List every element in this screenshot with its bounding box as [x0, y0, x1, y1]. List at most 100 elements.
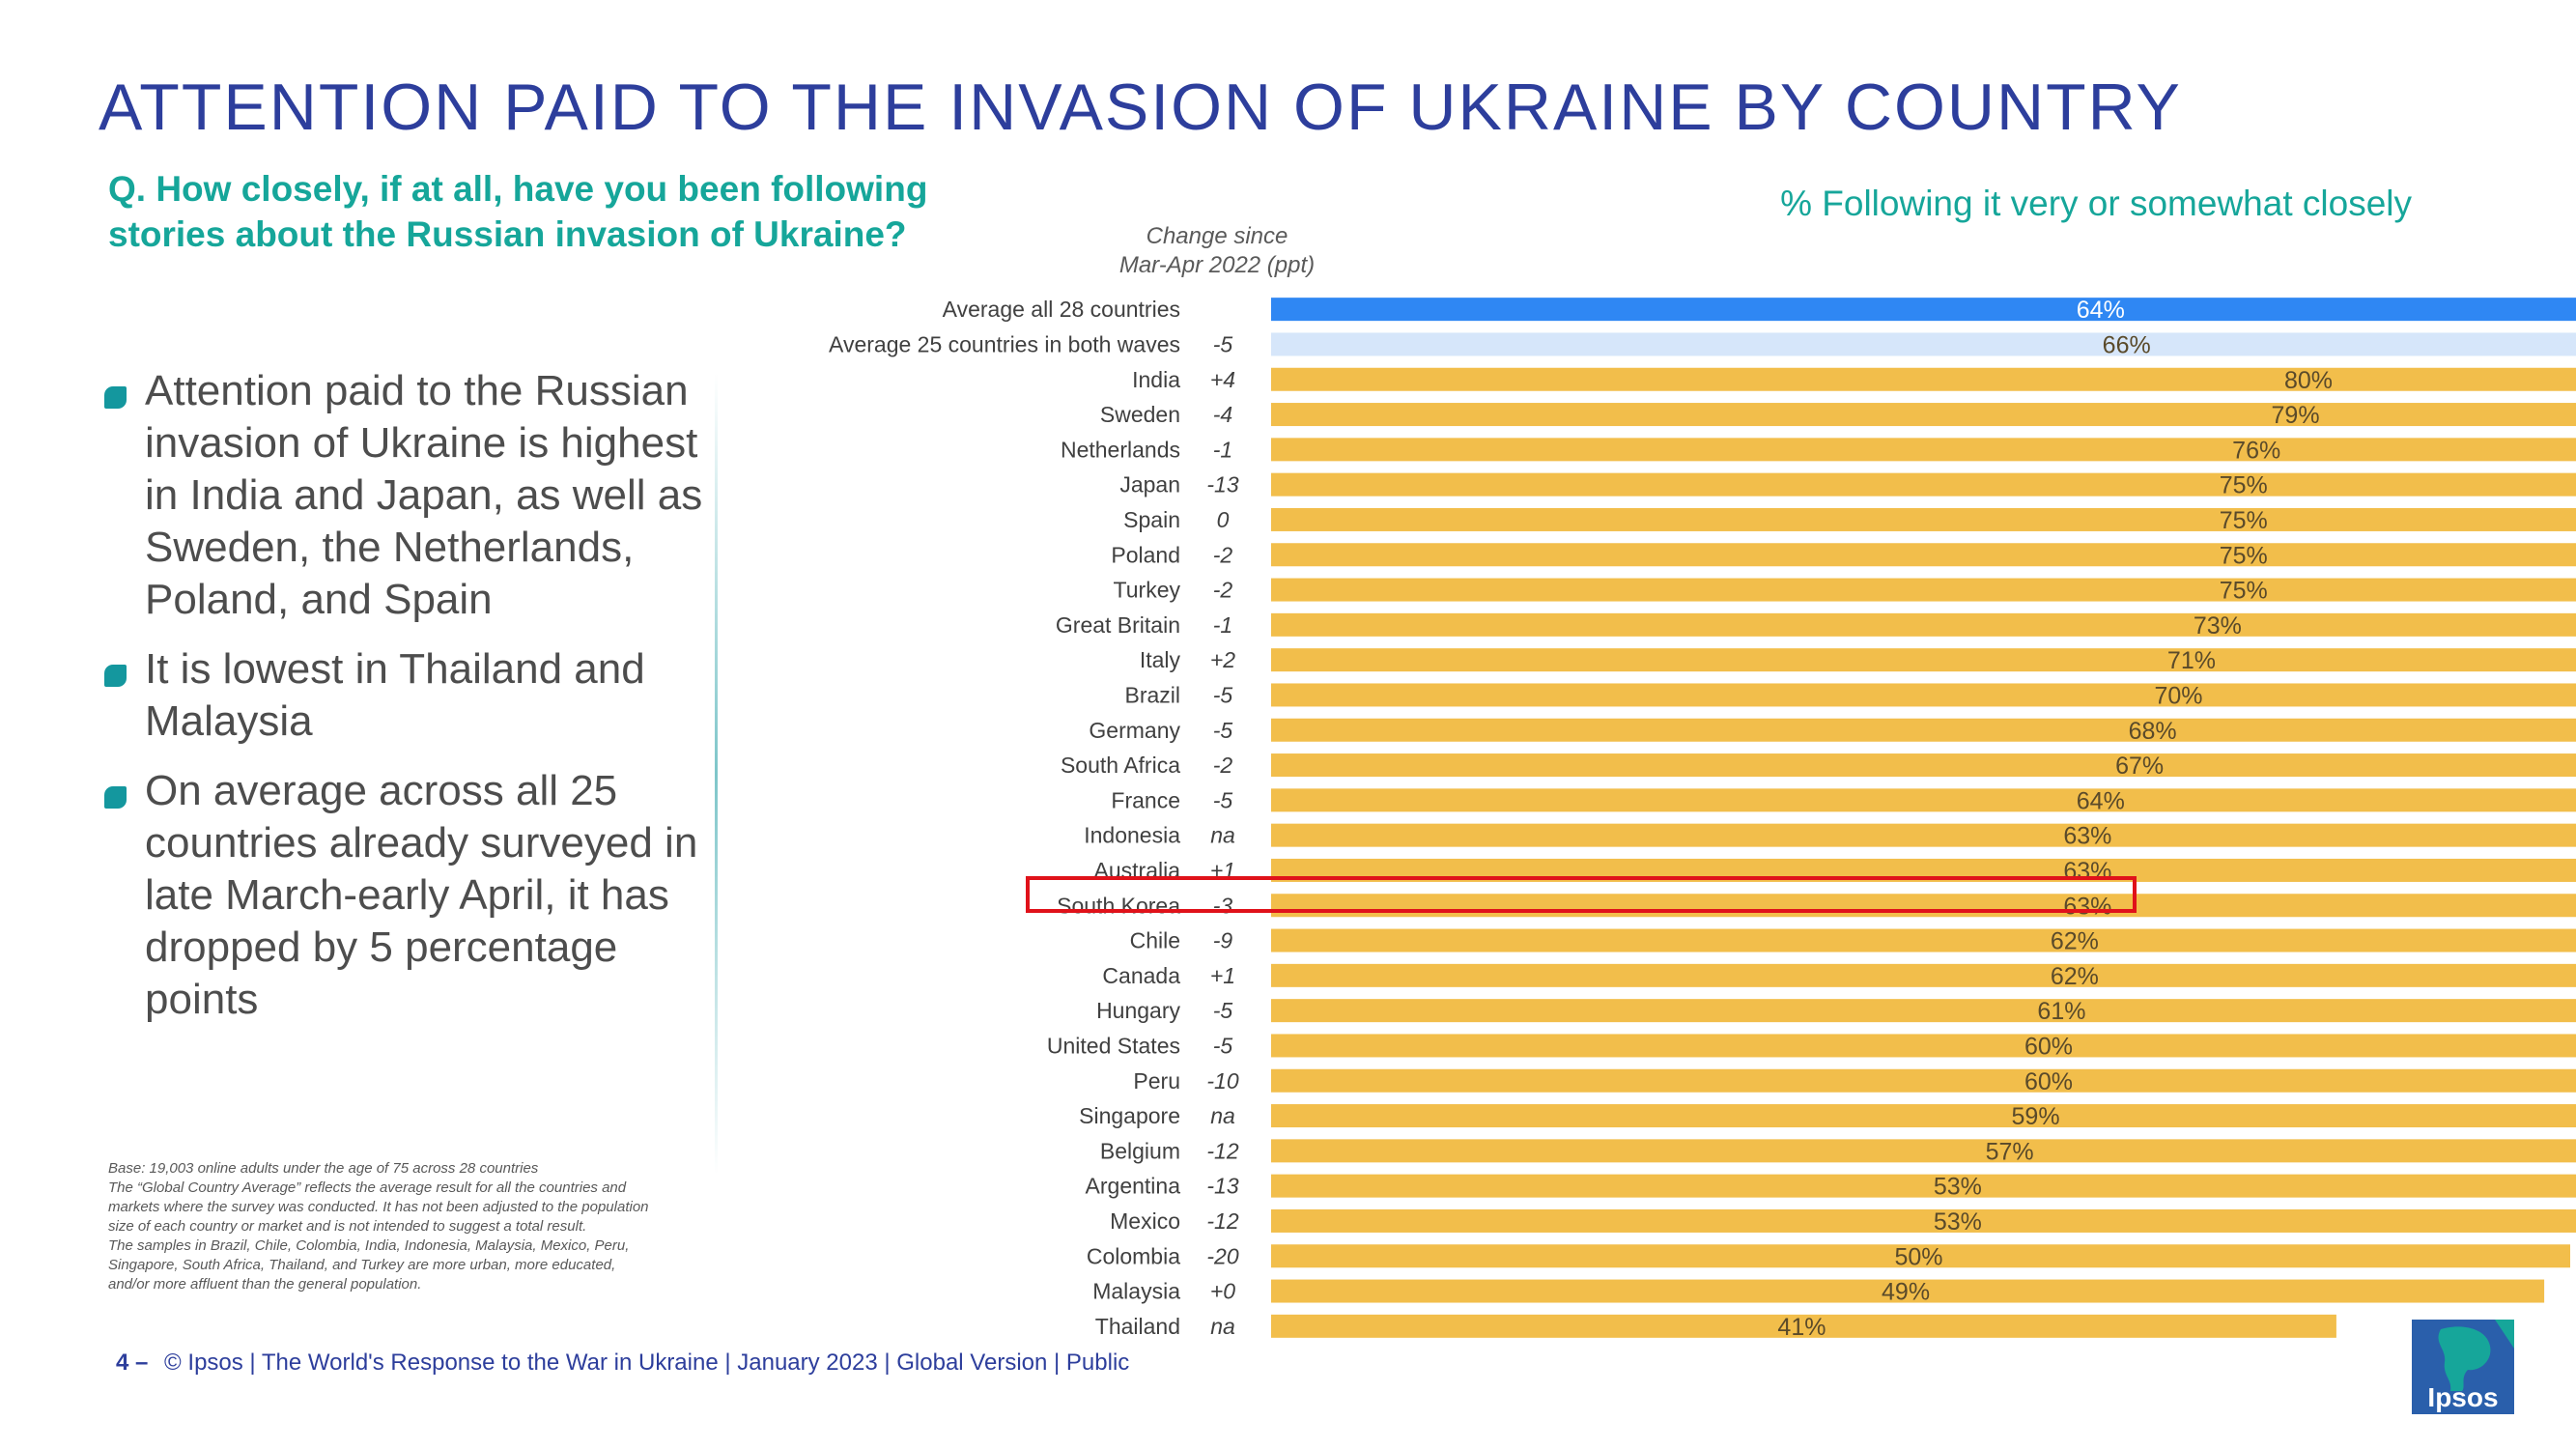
category-label: Argentina [1086, 1174, 1181, 1199]
category-label: Italy [1140, 647, 1181, 672]
value-label: 62% [2051, 963, 2099, 990]
category-label: Malaysia [1092, 1279, 1180, 1304]
value-label: 53% [1934, 1208, 1982, 1236]
base-note: Base: 19,003 online adults under the age… [108, 1159, 649, 1294]
metric-label: % Following it very or somewhat closely [1780, 184, 2412, 223]
category-label: South Korea [1057, 893, 1180, 918]
change-value: -13 [1206, 1174, 1238, 1199]
value-label: 76% [2232, 437, 2280, 464]
bar [1271, 403, 2576, 427]
footer: 4 – © Ipsos | The World's Response to th… [116, 1350, 1129, 1377]
change-value: +4 [1210, 367, 1235, 392]
change-value: -9 [1213, 928, 1233, 953]
bar [1271, 1139, 2576, 1163]
change-value: -13 [1206, 472, 1238, 497]
value-label: 75% [2220, 542, 2268, 569]
bar [1271, 1208, 2576, 1233]
value-label: 73% [2194, 612, 2242, 639]
bar [1271, 1279, 2545, 1303]
bar [1271, 963, 2576, 987]
category-label: South Africa [1061, 753, 1180, 778]
change-header-line1: Change since [1146, 223, 1288, 249]
change-value: na [1210, 823, 1235, 848]
bar [1271, 578, 2576, 602]
category-label: Netherlands [1061, 437, 1180, 462]
divider-line [715, 373, 718, 1175]
change-value: -5 [1213, 718, 1233, 743]
category-label: United States [1047, 1033, 1180, 1058]
category-label: Brazil [1124, 682, 1180, 707]
change-value: -5 [1213, 331, 1233, 356]
finding-item: Attention paid to the Russian invasion o… [104, 365, 722, 626]
value-label: 80% [2284, 367, 2333, 394]
bar [1271, 1174, 2576, 1198]
category-label: Mexico [1110, 1208, 1180, 1234]
value-label: 57% [1986, 1138, 2034, 1165]
bar [1271, 823, 2576, 847]
category-label: Hungary [1096, 998, 1180, 1023]
bar [1271, 332, 2576, 356]
category-label: India [1132, 367, 1180, 392]
bar [1271, 1244, 2570, 1268]
change-value: na [1210, 1103, 1235, 1128]
value-label: 50% [1894, 1243, 1942, 1270]
change-value: +0 [1210, 1279, 1235, 1304]
bar [1271, 1314, 2336, 1338]
category-label: Indonesia [1084, 823, 1180, 848]
bar [1271, 1104, 2576, 1128]
category-label: Poland [1111, 542, 1180, 567]
finding-item: It is lowest in Thailand and Malaysia [104, 643, 722, 748]
bar [1271, 1034, 2576, 1058]
change-value: +1 [1210, 963, 1235, 988]
change-value: -5 [1213, 1033, 1233, 1058]
bar [1271, 1068, 2576, 1093]
category-label: Turkey [1114, 578, 1181, 603]
category-label: Chile [1130, 928, 1180, 953]
change-value: na [1210, 1314, 1235, 1339]
bar [1271, 753, 2576, 778]
bar [1271, 894, 2576, 918]
bullet-icon [104, 665, 127, 687]
value-label: 64% [2077, 787, 2125, 814]
bar [1271, 999, 2576, 1023]
change-value: -2 [1213, 753, 1233, 778]
survey-question: Q. How closely, if at all, have you been… [108, 169, 928, 254]
change-value: -20 [1206, 1243, 1238, 1268]
change-value: 0 [1217, 507, 1230, 532]
change-value: -12 [1206, 1208, 1238, 1234]
key-findings-list: Attention paid to the Russian invasion o… [104, 365, 722, 1043]
category-label: Thailand [1095, 1314, 1180, 1339]
change-value: -5 [1213, 787, 1233, 812]
category-label: France [1111, 787, 1180, 812]
bar [1271, 718, 2576, 742]
page-number: 4 – [116, 1350, 149, 1376]
ipsos-logo: Ipsos [2412, 1320, 2514, 1414]
highlight-box-south-korea [1026, 876, 2137, 913]
change-value: -5 [1213, 682, 1233, 707]
bar [1271, 438, 2576, 462]
change-value: -10 [1206, 1068, 1238, 1094]
value-label: 70% [2154, 682, 2202, 709]
finding-text: On average across all 25 countries alrea… [145, 767, 698, 1023]
category-label: Colombia [1087, 1243, 1180, 1268]
change-value: -5 [1213, 998, 1233, 1023]
bar [1271, 543, 2576, 567]
change-value: -2 [1213, 578, 1233, 603]
value-label: 63% [2063, 858, 2111, 885]
logo-text: Ipsos [2427, 1382, 2498, 1412]
base-note-line: Base: 19,003 online adults under the age… [108, 1160, 539, 1177]
value-label: 63% [2063, 893, 2111, 920]
category-label: Singapore [1079, 1103, 1180, 1128]
category-label: Spain [1123, 507, 1180, 532]
value-label: 62% [2051, 928, 2099, 955]
finding-text: Attention paid to the Russian invasion o… [145, 367, 703, 623]
category-label: Sweden [1100, 402, 1180, 427]
value-label: 75% [2220, 472, 2268, 499]
category-label: Japan [1119, 472, 1180, 497]
finding-text: It is lowest in Thailand and Malaysia [145, 645, 645, 745]
category-label: Germany [1089, 718, 1180, 743]
value-label: 64% [2077, 297, 2125, 324]
bar [1271, 788, 2576, 812]
value-label: 67% [2115, 753, 2164, 780]
change-value: -2 [1213, 542, 1233, 567]
